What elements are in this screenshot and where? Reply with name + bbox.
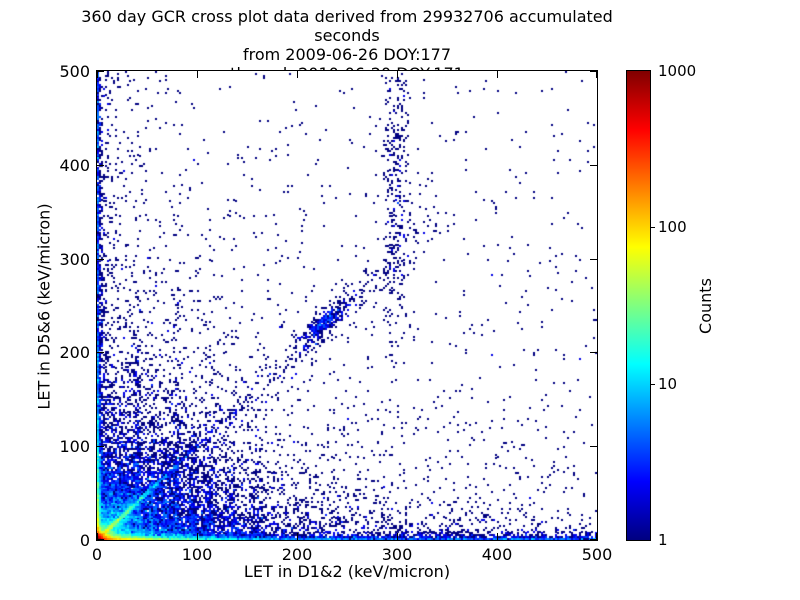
x-axis-tick-top — [497, 71, 498, 78]
title-line-1: 360 day GCR cross plot data derived from… — [81, 7, 613, 45]
y-axis-tick-label: 100 — [59, 437, 90, 457]
y-axis-tick-right — [590, 71, 597, 72]
x-axis-tick-label: 200 — [281, 545, 313, 564]
colorbar-label: Counts — [696, 278, 715, 334]
plot-area — [96, 70, 598, 541]
x-axis-tick — [397, 533, 398, 540]
y-axis-tick-label: 500 — [59, 62, 90, 81]
y-axis-tick-label: 0 — [79, 531, 90, 550]
y-axis-tick-label: 300 — [59, 249, 90, 269]
x-axis-tick-label: 300 — [381, 545, 413, 564]
y-axis-tick-label: 200 — [59, 343, 90, 363]
x-axis-tick-label: 500 — [581, 545, 613, 564]
colorbar-gradient — [627, 71, 650, 540]
x-axis-tick-top — [596, 71, 597, 78]
x-axis-tick-top — [197, 71, 198, 78]
scatter-heatmap-canvas — [97, 71, 597, 540]
y-axis-tick-right — [590, 446, 597, 447]
colorbar — [626, 70, 651, 541]
y-axis-tick-right — [590, 165, 597, 166]
x-axis-label: LET in D1&2 (keV/micron) — [243, 562, 451, 581]
y-axis-tick — [97, 165, 104, 166]
x-axis-tick-label: 100 — [181, 545, 213, 564]
x-axis-tick — [297, 533, 298, 540]
colorbar-tick-label: 100 — [658, 218, 687, 236]
y-axis-tick-right — [590, 352, 597, 353]
colorbar-tick-label: 1 — [658, 531, 668, 549]
y-axis-tick — [97, 539, 104, 540]
colorbar-tick-label: 10 — [658, 375, 678, 393]
y-axis-tick — [97, 446, 104, 447]
title-line-2: from 2009-06-26 DOY:177 — [242, 45, 451, 64]
y-axis-tick-right — [590, 259, 597, 260]
x-axis-tick — [197, 533, 198, 540]
y-axis-label: LET in D5&6 (keV/micron) — [34, 203, 54, 410]
x-axis-tick-top — [397, 71, 398, 78]
x-axis-tick-top — [97, 71, 98, 78]
x-axis-tick-label: 0 — [91, 545, 103, 564]
colorbar-tick — [650, 384, 655, 385]
colorbar-tick — [650, 227, 655, 228]
y-axis-tick — [97, 71, 104, 72]
y-axis-tick — [97, 259, 104, 260]
x-axis-tick-label: 400 — [481, 545, 513, 564]
y-axis-tick-label: 400 — [59, 155, 90, 175]
colorbar-tick-label: 1000 — [658, 62, 697, 80]
x-axis-tick — [596, 533, 597, 540]
y-axis-tick-right — [590, 539, 597, 540]
x-axis-tick-top — [297, 71, 298, 78]
y-axis-tick — [97, 352, 104, 353]
x-axis-tick — [97, 533, 98, 540]
x-axis-tick — [497, 533, 498, 540]
